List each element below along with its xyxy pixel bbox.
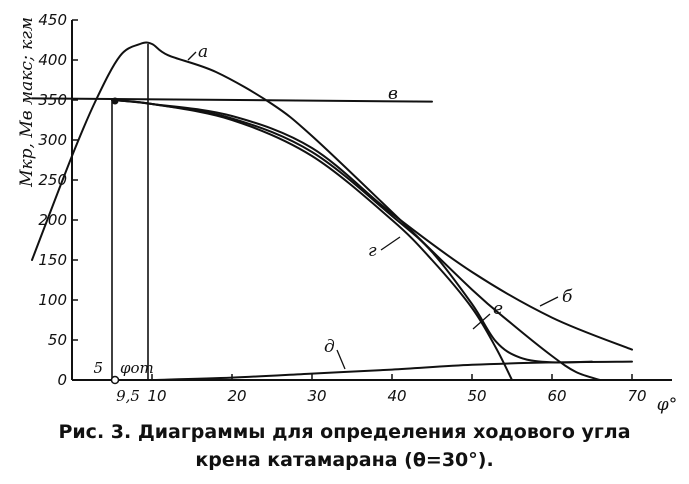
x-tick-label-30: 30 bbox=[307, 387, 326, 405]
curve-label-5: е bbox=[493, 299, 503, 319]
annotation-9-5: 9,5 bbox=[116, 387, 140, 405]
curve-label-leader-4 bbox=[336, 349, 346, 370]
curve-2 bbox=[31, 97, 433, 103]
y-tick-label-100: 100 bbox=[38, 291, 67, 309]
annotation-5: 5 bbox=[93, 359, 103, 377]
caption-line-1: Рис. 3. Диаграммы для определения ходово… bbox=[58, 421, 631, 443]
curve-0 bbox=[31, 41, 601, 381]
caption-line-2: крена катамарана (θ=30°). bbox=[195, 449, 494, 471]
x-tick-label-10: 10 bbox=[147, 387, 166, 405]
curve-label-4: д bbox=[324, 337, 335, 357]
reference-lines bbox=[111, 44, 149, 380]
x-tick-label-70: 70 bbox=[627, 387, 646, 405]
curve-label-leader-3 bbox=[380, 236, 401, 251]
intersection-point bbox=[111, 97, 119, 105]
x-tick-label-20: 20 bbox=[227, 387, 246, 405]
curve-label-leader-1 bbox=[539, 296, 559, 307]
curve-label-1: б bbox=[562, 287, 573, 307]
origin-marker-phi-ot bbox=[110, 375, 120, 385]
curve-label-leader-0 bbox=[187, 51, 197, 61]
x-tick-label-50: 50 bbox=[467, 387, 486, 405]
x-tick-label-40: 40 bbox=[387, 387, 406, 405]
curve-3 bbox=[111, 99, 513, 381]
curve-label-2: в bbox=[388, 84, 398, 104]
y-tick-label-150: 150 bbox=[38, 251, 67, 269]
x-tick-label-60: 60 bbox=[547, 387, 566, 405]
curve-label-0: а bbox=[198, 42, 208, 62]
y-tick-label-400: 400 bbox=[38, 51, 67, 69]
y-tick-label-0: 0 bbox=[57, 371, 67, 389]
curve-label-leader-5 bbox=[472, 313, 491, 330]
curves bbox=[31, 41, 633, 381]
curve-5 bbox=[111, 99, 593, 364]
x-axis-title: φ° bbox=[657, 395, 677, 415]
figure-caption: Рис. 3. Диаграммы для определения ходово… bbox=[0, 418, 689, 474]
y-axis-title: Мкр, Мв макс; кгм bbox=[17, 17, 37, 188]
curve-1 bbox=[111, 99, 633, 351]
marker-group bbox=[110, 97, 120, 385]
y-tick-label-350: 350 bbox=[38, 91, 67, 109]
y-tick-label-300: 300 bbox=[38, 131, 67, 149]
y-tick-label-450: 450 bbox=[38, 11, 67, 29]
y-tick-label-50: 50 bbox=[48, 331, 67, 349]
curve-labels: а б в г д е bbox=[187, 42, 573, 370]
annotation-phi-ot: φот bbox=[120, 359, 154, 377]
curve-label-3: г bbox=[368, 241, 377, 261]
x-ticks: 10 20 30 40 50 60 70 bbox=[147, 374, 647, 405]
y-tick-label-200: 200 bbox=[38, 211, 67, 229]
